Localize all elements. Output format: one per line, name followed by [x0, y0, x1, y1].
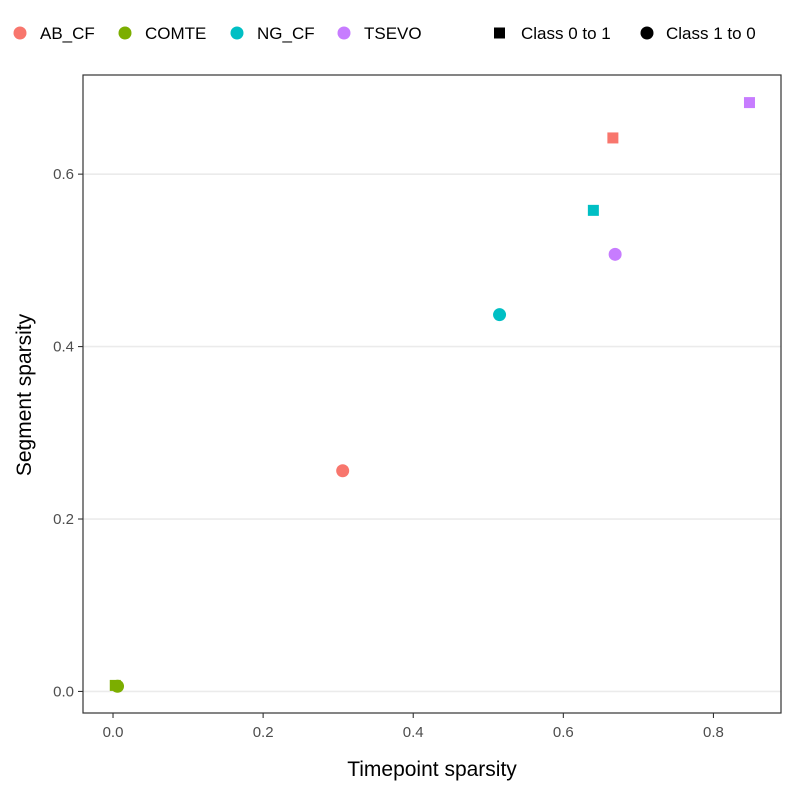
point-tsevo-class-0-to-1 [743, 97, 755, 109]
legend-label-tsevo: TSEVO [364, 24, 422, 43]
point-ab-cf-class-0-to-1 [607, 132, 619, 144]
x-tick-label: 0.8 [703, 724, 724, 741]
legend-key-comte [118, 26, 132, 40]
x-tick-label: 0.6 [553, 724, 574, 741]
x-tick-label: 0.4 [403, 724, 424, 741]
y-tick-label: 0.0 [53, 683, 74, 700]
legend-key-class-0-to-1 [494, 27, 505, 39]
legend-key-tsevo [337, 26, 351, 40]
point-ng-cf-class-1-to-0 [493, 308, 507, 322]
plot-panel [82, 74, 782, 714]
y-axis-title: Segment sparsity [13, 313, 36, 476]
point-tsevo-class-1-to-0 [608, 247, 622, 261]
legend-label-class-1-to-0: Class 1 to 0 [666, 24, 756, 43]
legend-label-ab-cf: AB_CF [40, 24, 95, 43]
x-tick-label: 0.2 [253, 724, 274, 741]
y-tick-label: 0.2 [53, 511, 74, 528]
y-tick-label: 0.6 [53, 166, 74, 183]
gridlines [83, 173, 781, 693]
x-axis-title: Timepoint sparsity [347, 758, 517, 781]
data-points [109, 97, 755, 693]
legend: AB_CF COMTE NG_CF TSEVO Class 0 to 1 Cla… [13, 24, 756, 43]
point-comte-class-1-to-0 [111, 679, 125, 693]
axes: 0.0 0.2 0.4 0.6 0.0 0.2 0.4 0.6 0.8 [53, 166, 724, 741]
legend-label-ng-cf: NG_CF [257, 24, 315, 43]
legend-key-class-1-to-0 [640, 26, 654, 40]
y-tick-label: 0.4 [53, 339, 74, 356]
legend-label-comte: COMTE [145, 24, 206, 43]
point-ab-cf-class-1-to-0 [336, 464, 350, 478]
legend-key-ab-cf [13, 26, 27, 40]
legend-label-class-0-to-1: Class 0 to 1 [521, 24, 611, 43]
legend-key-ng-cf [230, 26, 244, 40]
x-tick-label: 0.0 [103, 724, 124, 741]
point-ng-cf-class-0-to-1 [587, 204, 599, 216]
